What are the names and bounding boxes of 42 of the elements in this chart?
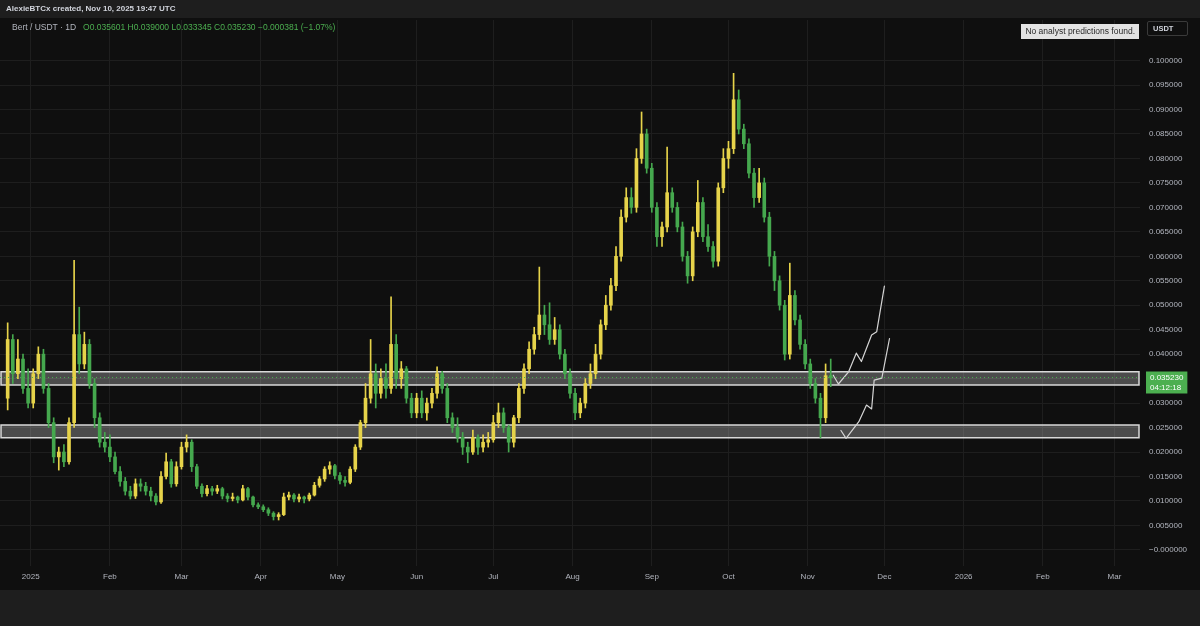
- x-tick-label: Apr: [254, 572, 268, 581]
- ref-line-label: 0.035230 04:12:18: [1150, 372, 1184, 392]
- x-tick-label: Oct: [722, 572, 736, 581]
- y-tick-label: 0.065000: [1149, 227, 1183, 237]
- y-tick-label: 0.045000: [1149, 324, 1183, 334]
- x-tick-label: Jul: [488, 572, 499, 581]
- chart-title: Bert / USDT · 1D: [12, 22, 77, 32]
- y-tick-label: 0.080000: [1149, 153, 1183, 163]
- y-tick-label: 0.095000: [1149, 80, 1183, 90]
- candlestick: [465, 441, 470, 464]
- y-tick-label: 0.040000: [1149, 349, 1183, 359]
- y-tick-label: −0.000000: [1149, 545, 1188, 555]
- x-tick-label: May: [329, 572, 345, 581]
- text: AlexieBTCx created, Nov 10, 2025 19:47 UTC: [6, 3, 176, 14]
- chart-subtitle: O0.035601 H0.039000 L0.033345 C0.035230 −0.000381 (−1.07%): [83, 22, 336, 32]
- x-tick-label: Nov: [800, 572, 815, 581]
- x-tick-label: Feb: [1035, 572, 1051, 581]
- x-tick-label: 2026: [954, 572, 974, 581]
- x-tick-label: Mar: [1107, 572, 1122, 581]
- y-tick-label: 0.075000: [1149, 178, 1183, 188]
- x-tick-label: Aug: [565, 572, 580, 581]
- y-tick-label: 0.060000: [1149, 251, 1183, 261]
- y-tick-label: 0.010000: [1149, 496, 1183, 506]
- y-tick-label: 0.090000: [1149, 104, 1183, 114]
- y-tick-label: 0.050000: [1149, 300, 1183, 310]
- y-tick-label: 0.070000: [1149, 202, 1183, 212]
- y-tick-label: 0.030000: [1149, 398, 1183, 408]
- annotation: No analyst predictions found.: [1021, 24, 1139, 39]
- x-tick-label: 2025: [21, 572, 41, 581]
- y-tick-label: 0.025000: [1149, 422, 1183, 432]
- y-tick-label: 0.020000: [1149, 447, 1183, 457]
- y-tick-label: 0.005000: [1149, 520, 1183, 530]
- y-tick-label: 0.015000: [1149, 471, 1183, 481]
- y-tick-label: 0.100000: [1149, 55, 1183, 65]
- x-tick-label: Dec: [877, 572, 892, 581]
- candlestick: [56, 446, 61, 471]
- y-tick-label: 0.055000: [1149, 275, 1183, 285]
- x-tick-label: Mar: [174, 572, 189, 581]
- x-tick-label: Feb: [103, 572, 118, 581]
- x-tick-label: Jun: [410, 572, 424, 581]
- y-tick-label: 0.085000: [1149, 129, 1183, 139]
- x-tick-label: Sep: [644, 572, 660, 581]
